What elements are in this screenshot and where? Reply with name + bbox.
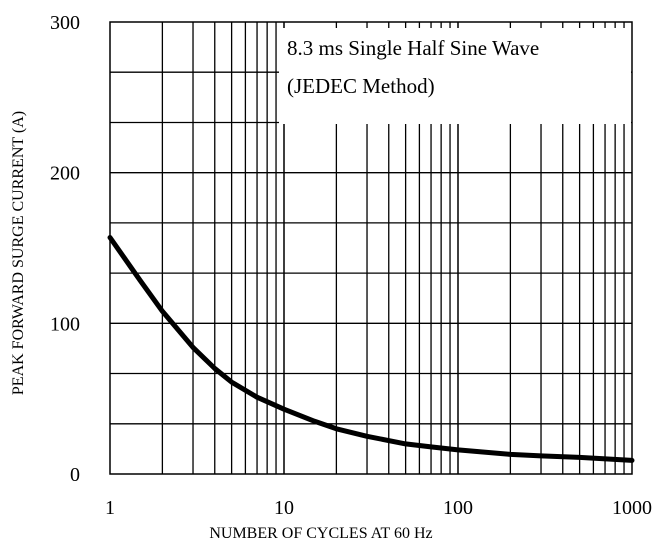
x-tick-label: 100 — [443, 497, 473, 519]
y-tick-label: 300 — [50, 12, 80, 34]
y-tick-label: 200 — [50, 163, 80, 185]
x-tick-label: 10 — [274, 497, 294, 519]
annotation-box — [279, 28, 631, 124]
x-axis-title: NUMBER OF CYCLES AT 60 Hz — [209, 525, 432, 542]
y-tick-labels: 0 100 200 300 — [50, 12, 80, 486]
y-tick-label: 0 — [70, 464, 80, 486]
plot-frame — [109, 21, 633, 475]
x-tick-label: 1000 — [612, 497, 652, 519]
x-tick-labels: 1 10 100 1000 — [105, 497, 652, 519]
annotation-line-2: (JEDEC Method) — [287, 74, 435, 98]
annotation-line-1: 8.3 ms Single Half Sine Wave — [287, 36, 539, 60]
y-tick-label: 100 — [50, 313, 80, 335]
series-line — [107, 235, 635, 463]
x-tick-label: 1 — [105, 497, 115, 519]
y-axis-title: PEAK FORWARD SURGE CURRENT (A) — [10, 111, 27, 395]
